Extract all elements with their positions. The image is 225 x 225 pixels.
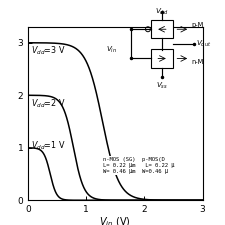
Text: $V_{dd}$=2 V: $V_{dd}$=2 V bbox=[31, 97, 66, 110]
Text: p-M: p-M bbox=[191, 22, 203, 28]
Text: $V_{dd}$=1 V: $V_{dd}$=1 V bbox=[31, 139, 66, 152]
Text: n-M: n-M bbox=[191, 59, 203, 65]
Bar bbox=[151, 50, 173, 68]
X-axis label: $V_{in}$ (V): $V_{in}$ (V) bbox=[99, 216, 131, 225]
Text: $V_{dd}$: $V_{dd}$ bbox=[155, 7, 169, 17]
Text: $V_{out}$: $V_{out}$ bbox=[196, 39, 211, 49]
Bar bbox=[151, 20, 173, 38]
Text: $V_{in}$: $V_{in}$ bbox=[106, 44, 117, 55]
Text: $V_{dd}$=3 V: $V_{dd}$=3 V bbox=[31, 45, 66, 57]
Text: n-MOS (SG)  p-MOS(D
L= 0.22 μm   L= 0.22 μ
W= 0.46 μm  W=0.46 μ: n-MOS (SG) p-MOS(D L= 0.22 μm L= 0.22 μ … bbox=[103, 157, 174, 174]
Text: $V_{ss}$: $V_{ss}$ bbox=[156, 81, 168, 91]
